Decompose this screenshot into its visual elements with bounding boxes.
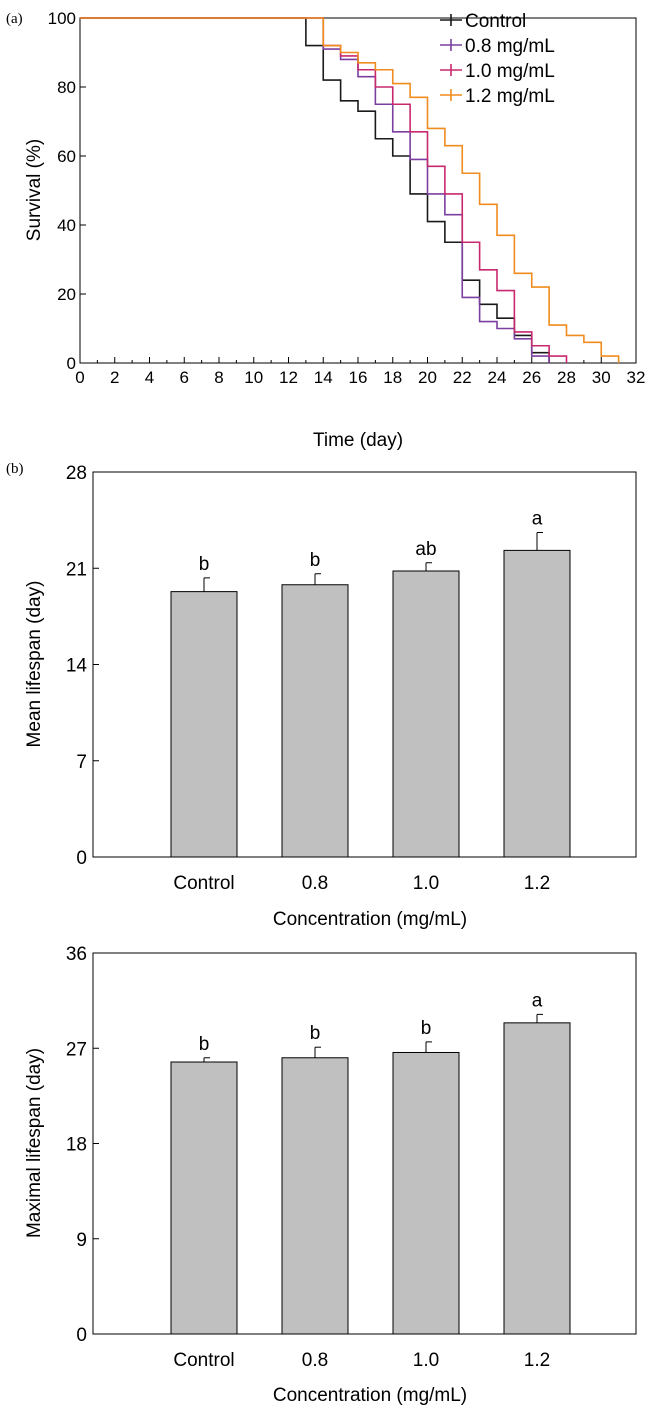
maximal-bar-control (170, 1061, 238, 1335)
legend-symbol-control (440, 14, 462, 26)
legend-label-1-0: 1.0 mg/mL (465, 61, 555, 82)
survival-x-tick-label: 24 (488, 368, 507, 387)
mean-significance-label: b (199, 554, 210, 575)
survival-curves (80, 17, 620, 363)
maximal-y-tick-label: 27 (66, 1039, 87, 1060)
mean-bar-1-0 (392, 570, 460, 858)
maximal-significance-label: b (199, 1034, 210, 1055)
survival-curve-1-2-mg-ml (80, 17, 620, 363)
survival-axis-ticks: 0 2 4 6 8 10 12 14 16 18 20 22 24 26 28 30 3202040608010… (48, 9, 646, 387)
legend-item-control: Control (440, 11, 526, 32)
legend-item-1-2: 1.2 mg/mL (440, 86, 555, 107)
mean-significance-label: a (532, 509, 543, 530)
survival-y-tick-label: 40 (57, 216, 76, 235)
survival-x-tick-label: 4 (145, 368, 154, 387)
survival-y-tick-label: 20 (57, 285, 76, 304)
maximal-bar-0-8 (281, 1057, 349, 1335)
survival-y-tick-label: 60 (57, 147, 76, 166)
legend-item-0-8: 0.8 mg/mL (440, 36, 555, 57)
legend-symbol-1-2 (440, 89, 462, 101)
maximal-bar-1-0 (392, 1051, 460, 1335)
survival-x-tick-label: 10 (244, 368, 263, 387)
survival-x-tick-label: 6 (180, 368, 189, 387)
survival-x-tick-label: 12 (279, 368, 298, 387)
mean-lifespan-bars: 0 7 14 21 28 b Control b 0.8 ab 1.0 a 1.2 (66, 463, 571, 894)
mean-lifespan-chart: (b) 0 7 14 21 28 b Control b 0.8 ab 1.0 a 1.2 Concen… (6, 461, 637, 930)
maximal-x-axis-label: Concentration (mg/mL) (273, 1385, 467, 1406)
legend-item-1-0: 1.0 mg/mL (440, 61, 555, 82)
maximal-y-tick-label: 18 (66, 1135, 87, 1156)
mean-y-tick-label: 28 (66, 463, 87, 484)
survival-y-tick-label: 0 (67, 354, 76, 373)
survival-x-tick-label: 22 (453, 368, 472, 387)
maximal-category-label: 0.8 (302, 1350, 328, 1371)
mean-y-tick-label: 21 (66, 559, 87, 580)
survival-legend: Control 0.8 mg/mL 1.0 mg/mL 1.2 mg/mL (440, 11, 555, 107)
mean-bar-1-2 (503, 549, 571, 858)
maximal-bar-1-2 (503, 1022, 571, 1335)
maximal-significance-label: b (310, 1023, 321, 1044)
survival-x-tick-label: 0 (75, 368, 84, 387)
mean-bar-0-8 (281, 584, 349, 858)
survival-x-tick-label: 14 (314, 368, 333, 387)
maximal-y-tick-label: 36 (66, 944, 87, 965)
survival-y-tick-label: 80 (57, 78, 76, 97)
mean-category-label: 1.0 (413, 873, 439, 894)
mean-y-axis-label: Mean lifespan (day) (24, 581, 45, 748)
survival-x-tick-label: 26 (522, 368, 541, 387)
survival-x-tick-label: 8 (214, 368, 223, 387)
panel-label-a: (a) (6, 11, 23, 27)
survival-chart: (a) 0 2 4 6 8 10 12 14 16 18 20 22 24 26 28 30 320204060… (6, 9, 645, 451)
mean-y-tick-label: 7 (76, 752, 87, 773)
maximal-category-label: 1.2 (524, 1350, 550, 1371)
survival-x-tick-label: 2 (110, 368, 119, 387)
maximal-lifespan-chart: 0 9 18 27 36 b Control b 0.8 b 1.0 a 1.2 Concentrati… (24, 944, 637, 1406)
survival-x-axis-label: Time (day) (313, 430, 403, 451)
survival-x-tick-label: 28 (557, 368, 576, 387)
mean-category-label: Control (173, 873, 234, 894)
survival-y-axis-label: Survival (%) (24, 139, 45, 241)
maximal-y-axis-label: Maximal lifespan (day) (24, 1048, 45, 1238)
mean-significance-label: ab (415, 539, 436, 560)
legend-label-1-2: 1.2 mg/mL (465, 86, 555, 107)
maximal-category-label: 1.0 (413, 1350, 439, 1371)
survival-x-tick-label: 20 (418, 368, 437, 387)
mean-category-label: 1.2 (524, 873, 550, 894)
mean-significance-label: b (310, 550, 321, 571)
mean-x-axis-label: Concentration (mg/mL) (273, 909, 467, 930)
legend-label-0-8: 0.8 mg/mL (465, 36, 555, 57)
survival-y-tick-label: 100 (48, 9, 76, 28)
mean-bar-control (170, 591, 238, 858)
maximal-lifespan-bars: 0 9 18 27 36 b Control b 0.8 b 1.0 a 1.2 (66, 944, 571, 1371)
mean-y-tick-label: 14 (66, 656, 88, 677)
mean-y-tick-label: 0 (76, 848, 87, 869)
mean-category-label: 0.8 (302, 873, 328, 894)
panel-label-b: (b) (6, 461, 24, 477)
maximal-y-tick-label: 0 (76, 1325, 87, 1346)
survival-x-tick-label: 16 (349, 368, 368, 387)
maximal-category-label: Control (173, 1350, 234, 1371)
maximal-significance-label: a (532, 990, 543, 1011)
survival-x-tick-label: 32 (627, 368, 646, 387)
maximal-significance-label: b (421, 1018, 432, 1039)
legend-symbol-1-0 (440, 64, 462, 76)
survival-x-tick-label: 18 (383, 368, 402, 387)
legend-symbol-0-8 (440, 39, 462, 51)
legend-label-control: Control (465, 11, 526, 32)
survival-x-tick-label: 30 (592, 368, 611, 387)
maximal-y-tick-label: 9 (76, 1230, 87, 1251)
